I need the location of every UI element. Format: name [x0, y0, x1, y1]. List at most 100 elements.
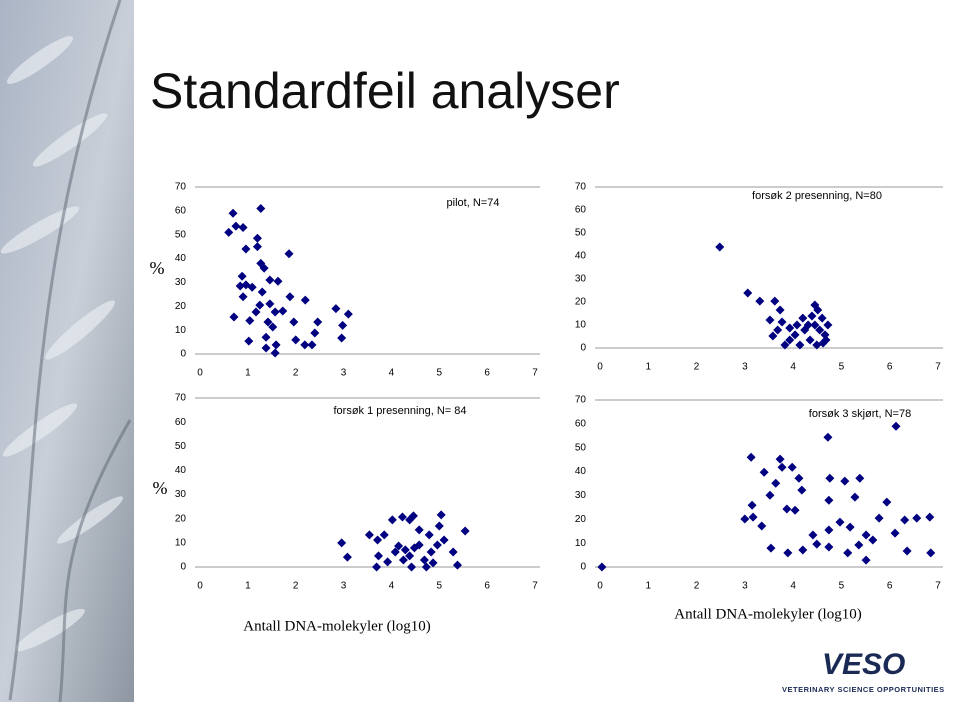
- x-tick-label: 1: [245, 368, 251, 379]
- data-point: [387, 515, 397, 525]
- data-point: [807, 311, 817, 321]
- x-tick-label: 5: [839, 581, 845, 592]
- data-point: [821, 335, 831, 345]
- data-point: [882, 497, 892, 507]
- data-point: [797, 485, 807, 495]
- data-point: [850, 492, 860, 502]
- data-point: [843, 548, 853, 558]
- x-tick-label: 0: [197, 368, 203, 379]
- x-tick-label: 3: [742, 362, 748, 373]
- data-point: [265, 299, 275, 309]
- data-point: [261, 332, 271, 342]
- data-point: [785, 335, 795, 345]
- y-tick-label: 60: [175, 417, 187, 428]
- data-point: [900, 515, 910, 525]
- x-tick-label: 3: [341, 581, 347, 592]
- data-point: [861, 530, 871, 540]
- y-tick-label: 70: [175, 393, 187, 404]
- data-point: [840, 476, 850, 486]
- data-point: [812, 539, 822, 549]
- x-tick-label: 6: [484, 368, 490, 379]
- x-tick-label: 0: [597, 362, 603, 373]
- y-tick-label: 10: [175, 325, 187, 336]
- data-point: [268, 322, 278, 332]
- data-point: [785, 323, 795, 333]
- x-tick-label: 4: [389, 581, 395, 592]
- x-tick-label: 4: [389, 368, 395, 379]
- data-point: [405, 551, 415, 561]
- data-point: [424, 530, 434, 540]
- data-point: [255, 300, 265, 310]
- logo-tagline: VETERINARY SCIENCE OPPORTUNITIES: [782, 685, 945, 694]
- y-tick-label: 40: [175, 465, 187, 476]
- y-tick-label: 20: [575, 514, 587, 525]
- data-point: [460, 526, 470, 536]
- data-point: [372, 562, 382, 572]
- y-tick-label: 30: [175, 277, 187, 288]
- y-tick-label: 30: [175, 489, 187, 500]
- data-point: [421, 562, 431, 572]
- y-tick-label: 10: [175, 537, 187, 548]
- data-point: [823, 432, 833, 442]
- y-tick-label: 20: [575, 297, 587, 308]
- data-point: [307, 340, 317, 350]
- data-point: [743, 288, 753, 298]
- data-point: [428, 558, 438, 568]
- data-point: [331, 304, 341, 314]
- data-point: [773, 325, 783, 335]
- x-tick-label: 2: [694, 581, 700, 592]
- data-point: [874, 513, 884, 523]
- x-tick-label: 3: [742, 581, 748, 592]
- x-tick-label: 3: [341, 368, 347, 379]
- data-point: [398, 555, 408, 565]
- data-point: [854, 540, 864, 550]
- data-point: [245, 316, 255, 326]
- x-tick-label: 1: [646, 581, 652, 592]
- x-tick-label: 5: [437, 581, 443, 592]
- data-point: [238, 223, 248, 233]
- data-point: [257, 287, 267, 297]
- logo: VESO VETERINARY SCIENCE OPPORTUNITIES: [782, 648, 945, 694]
- y-tick-label: 0: [580, 562, 586, 573]
- x-tick-label: 2: [293, 581, 299, 592]
- data-point: [825, 473, 835, 483]
- data-point: [313, 317, 323, 327]
- data-point: [823, 320, 833, 330]
- data-point: [289, 317, 299, 327]
- data-point: [300, 340, 310, 350]
- data-point: [715, 242, 725, 252]
- data-point: [765, 490, 775, 500]
- data-point: [597, 562, 607, 572]
- data-point: [810, 300, 820, 310]
- data-point: [434, 521, 444, 531]
- chart-title: forsøk 2 presenning, N=80: [752, 190, 882, 202]
- data-point: [770, 296, 780, 306]
- x-tick-label: 7: [935, 581, 941, 592]
- data-point: [244, 336, 254, 346]
- y-tick-label: 30: [575, 490, 587, 501]
- data-point: [364, 530, 374, 540]
- data-point: [891, 421, 901, 431]
- data-point: [861, 555, 871, 565]
- data-point: [390, 547, 400, 557]
- data-point: [408, 511, 418, 521]
- data-point: [237, 271, 247, 281]
- y-tick-label: 50: [175, 229, 187, 240]
- data-point: [397, 512, 407, 522]
- data-point: [228, 208, 238, 218]
- y-tick-label: 20: [175, 513, 187, 524]
- data-point: [817, 313, 827, 323]
- data-point: [252, 233, 262, 243]
- y-tick-label: 40: [175, 253, 187, 264]
- data-point: [777, 317, 787, 327]
- x-tick-label: 2: [694, 362, 700, 373]
- data-point: [925, 512, 935, 522]
- data-point: [263, 317, 273, 327]
- y-axis-label: %: [153, 478, 168, 498]
- data-point: [271, 340, 281, 350]
- x-tick-label: 1: [646, 362, 652, 373]
- data-point: [747, 500, 757, 510]
- data-point: [419, 555, 429, 565]
- data-point: [805, 335, 815, 345]
- data-point: [252, 242, 262, 252]
